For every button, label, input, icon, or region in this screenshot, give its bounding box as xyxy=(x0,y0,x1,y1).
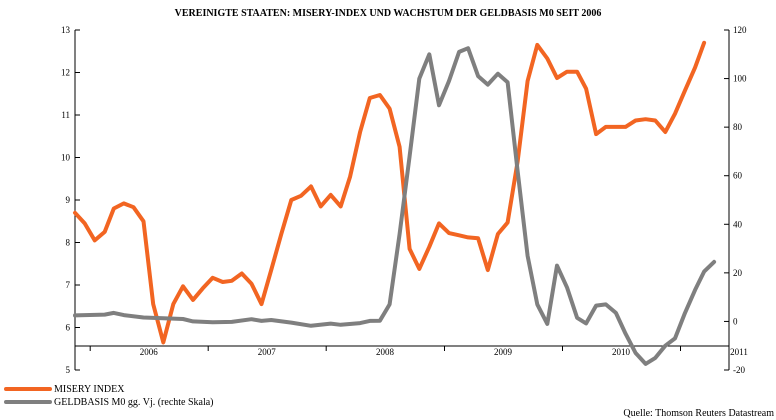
right-y-tick-label: 60 xyxy=(733,171,743,181)
right-y-tick-label: 40 xyxy=(733,219,743,229)
x-tick-label: 2009 xyxy=(494,347,513,357)
left-y-tick-label: 12 xyxy=(61,68,70,78)
x-tick-label: 2008 xyxy=(376,347,395,357)
left-y-tick-label: 13 xyxy=(61,25,71,35)
right-y-tick-label: 80 xyxy=(733,122,743,132)
legend-label-misery: MISERY INDEX xyxy=(54,384,125,395)
legend: MISERY INDEX GELDBASIS M0 gg. Vj. (recht… xyxy=(4,384,214,408)
series-line-misery-index xyxy=(73,40,707,345)
left-y-tick-label: 5 xyxy=(66,365,71,375)
left-y-tick-label: 10 xyxy=(61,153,71,163)
right-y-tick-label: 0 xyxy=(733,316,738,326)
right-y-tick-label: 120 xyxy=(733,25,747,35)
left-y-tick-label: 8 xyxy=(66,238,71,248)
right-y-axis: -20 0 20 40 60 80 100 120 xyxy=(724,25,747,375)
left-y-tick-label: 6 xyxy=(66,323,71,333)
right-y-tick-label: 20 xyxy=(733,268,743,278)
series-layer xyxy=(73,40,717,366)
x-tick-label: 2011 xyxy=(730,347,748,357)
left-y-tick-label: 9 xyxy=(66,195,71,205)
legend-label-geldbasis: GELDBASIS M0 gg. Vj. (rechte Skala) xyxy=(54,397,214,408)
right-y-tick-label: 100 xyxy=(733,74,747,84)
x-tick-label: 2006 xyxy=(140,347,159,357)
x-axis-ticks: 2006 2007 2008 2009 2010 2011 xyxy=(89,346,748,357)
x-tick-label: 2007 xyxy=(258,347,277,357)
source-note: Quelle: Thomson Reuters Datastream xyxy=(623,408,774,419)
x-tick-label: 2010 xyxy=(612,347,631,357)
left-y-tick-label: 11 xyxy=(61,110,70,120)
left-y-tick-label: 7 xyxy=(66,280,71,290)
chart-title: VEREINIGTE STAATEN: MISERY-INDEX UND WAC… xyxy=(175,8,602,19)
left-y-axis: 5 6 7 8 9 10 11 12 13 xyxy=(61,25,80,375)
right-y-tick-label: -20 xyxy=(733,365,745,375)
series-line-geldbasis-m0 xyxy=(73,46,717,366)
